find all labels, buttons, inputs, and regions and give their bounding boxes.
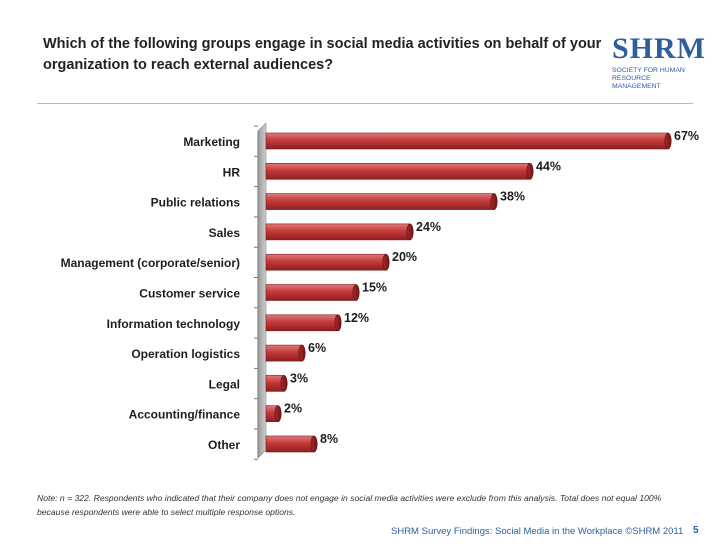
- value-label: 20%: [392, 250, 417, 264]
- chart-title: Which of the following groups engage in …: [43, 36, 602, 73]
- value-label: 24%: [416, 220, 441, 234]
- category-label: Operation logistics: [131, 347, 240, 361]
- bar-cap: [274, 405, 282, 423]
- category-label: Accounting/finance: [129, 408, 241, 422]
- title-divider: [37, 103, 693, 104]
- bar: [265, 344, 303, 362]
- category-label: Marketing: [183, 135, 240, 149]
- value-label: 2%: [284, 402, 302, 416]
- value-label: 38%: [500, 190, 525, 204]
- bar-chart: Marketing 67% HR 44% Public relations 38% Sale…: [61, 122, 699, 460]
- bar: [265, 314, 339, 332]
- axis-wall-panel: [257, 122, 267, 459]
- axis-wall: [254, 122, 267, 460]
- value-label: 67%: [674, 129, 699, 143]
- bar-cap: [352, 284, 360, 301]
- category-label: Public relations: [151, 196, 241, 210]
- value-label: 6%: [308, 341, 326, 355]
- bar: [265, 253, 387, 271]
- value-label: 12%: [344, 311, 369, 325]
- value-label: 15%: [362, 281, 387, 295]
- bar-cap: [526, 162, 534, 180]
- logo-subtitle: Society for Human Resource Management: [612, 67, 685, 90]
- footnote: Note: n = 322. Respondents who indicated…: [37, 493, 662, 517]
- bar: [265, 284, 357, 301]
- bar: [265, 435, 315, 453]
- bar-cap: [280, 375, 288, 392]
- category-label: Sales: [209, 226, 241, 240]
- bar-cap: [490, 193, 498, 210]
- value-label: 8%: [320, 432, 338, 446]
- category-label: Information technology: [107, 317, 241, 331]
- bar: [265, 162, 531, 180]
- bar-cap: [310, 435, 318, 453]
- shrm-logo: SHRM Society for Human Resource Manageme…: [612, 32, 706, 91]
- category-label: Management (corporate/senior): [61, 256, 240, 270]
- bar-cap: [382, 253, 390, 271]
- category-label: HR: [223, 165, 241, 179]
- value-label: 44%: [536, 159, 561, 173]
- bar: [265, 193, 495, 210]
- bar-cap: [664, 132, 672, 150]
- category-label: Other: [208, 438, 240, 452]
- page-number: 5: [693, 525, 699, 536]
- bar-cap: [298, 344, 306, 362]
- labels: Marketing 67% HR 44% Public relations 38% Sale…: [61, 129, 699, 452]
- bar-cap: [334, 314, 342, 332]
- bar: [265, 132, 669, 150]
- value-label: 3%: [290, 371, 308, 385]
- bar-cap: [406, 223, 414, 241]
- bar: [265, 223, 411, 241]
- bars: [265, 132, 672, 453]
- logo-mark: SHRM: [612, 32, 706, 65]
- category-label: Customer service: [139, 287, 240, 301]
- category-label: Legal: [209, 377, 240, 391]
- footer-source: SHRM Survey Findings: Social Media in th…: [391, 526, 684, 537]
